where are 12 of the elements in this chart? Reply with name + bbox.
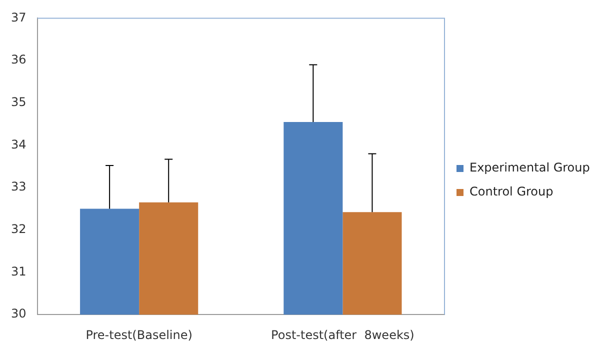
y-tick-label: 37	[10, 10, 26, 24]
y-tick-label: 31	[10, 264, 26, 278]
y-tick-label: 33	[10, 180, 26, 194]
x-tick-label: Post-test(after 8weeks)	[271, 328, 414, 342]
legend-label: Experimental Group	[470, 160, 590, 175]
x-tick-label: Pre-test(Baseline)	[86, 328, 192, 342]
y-tick-label: 35	[10, 95, 26, 110]
y-tick-label: 30	[10, 306, 26, 321]
y-tick-label: 32	[10, 222, 26, 236]
y-tick-label: 36	[10, 52, 26, 67]
legend-label: Control Group	[470, 184, 554, 199]
y-tick-label: 34	[10, 137, 26, 152]
